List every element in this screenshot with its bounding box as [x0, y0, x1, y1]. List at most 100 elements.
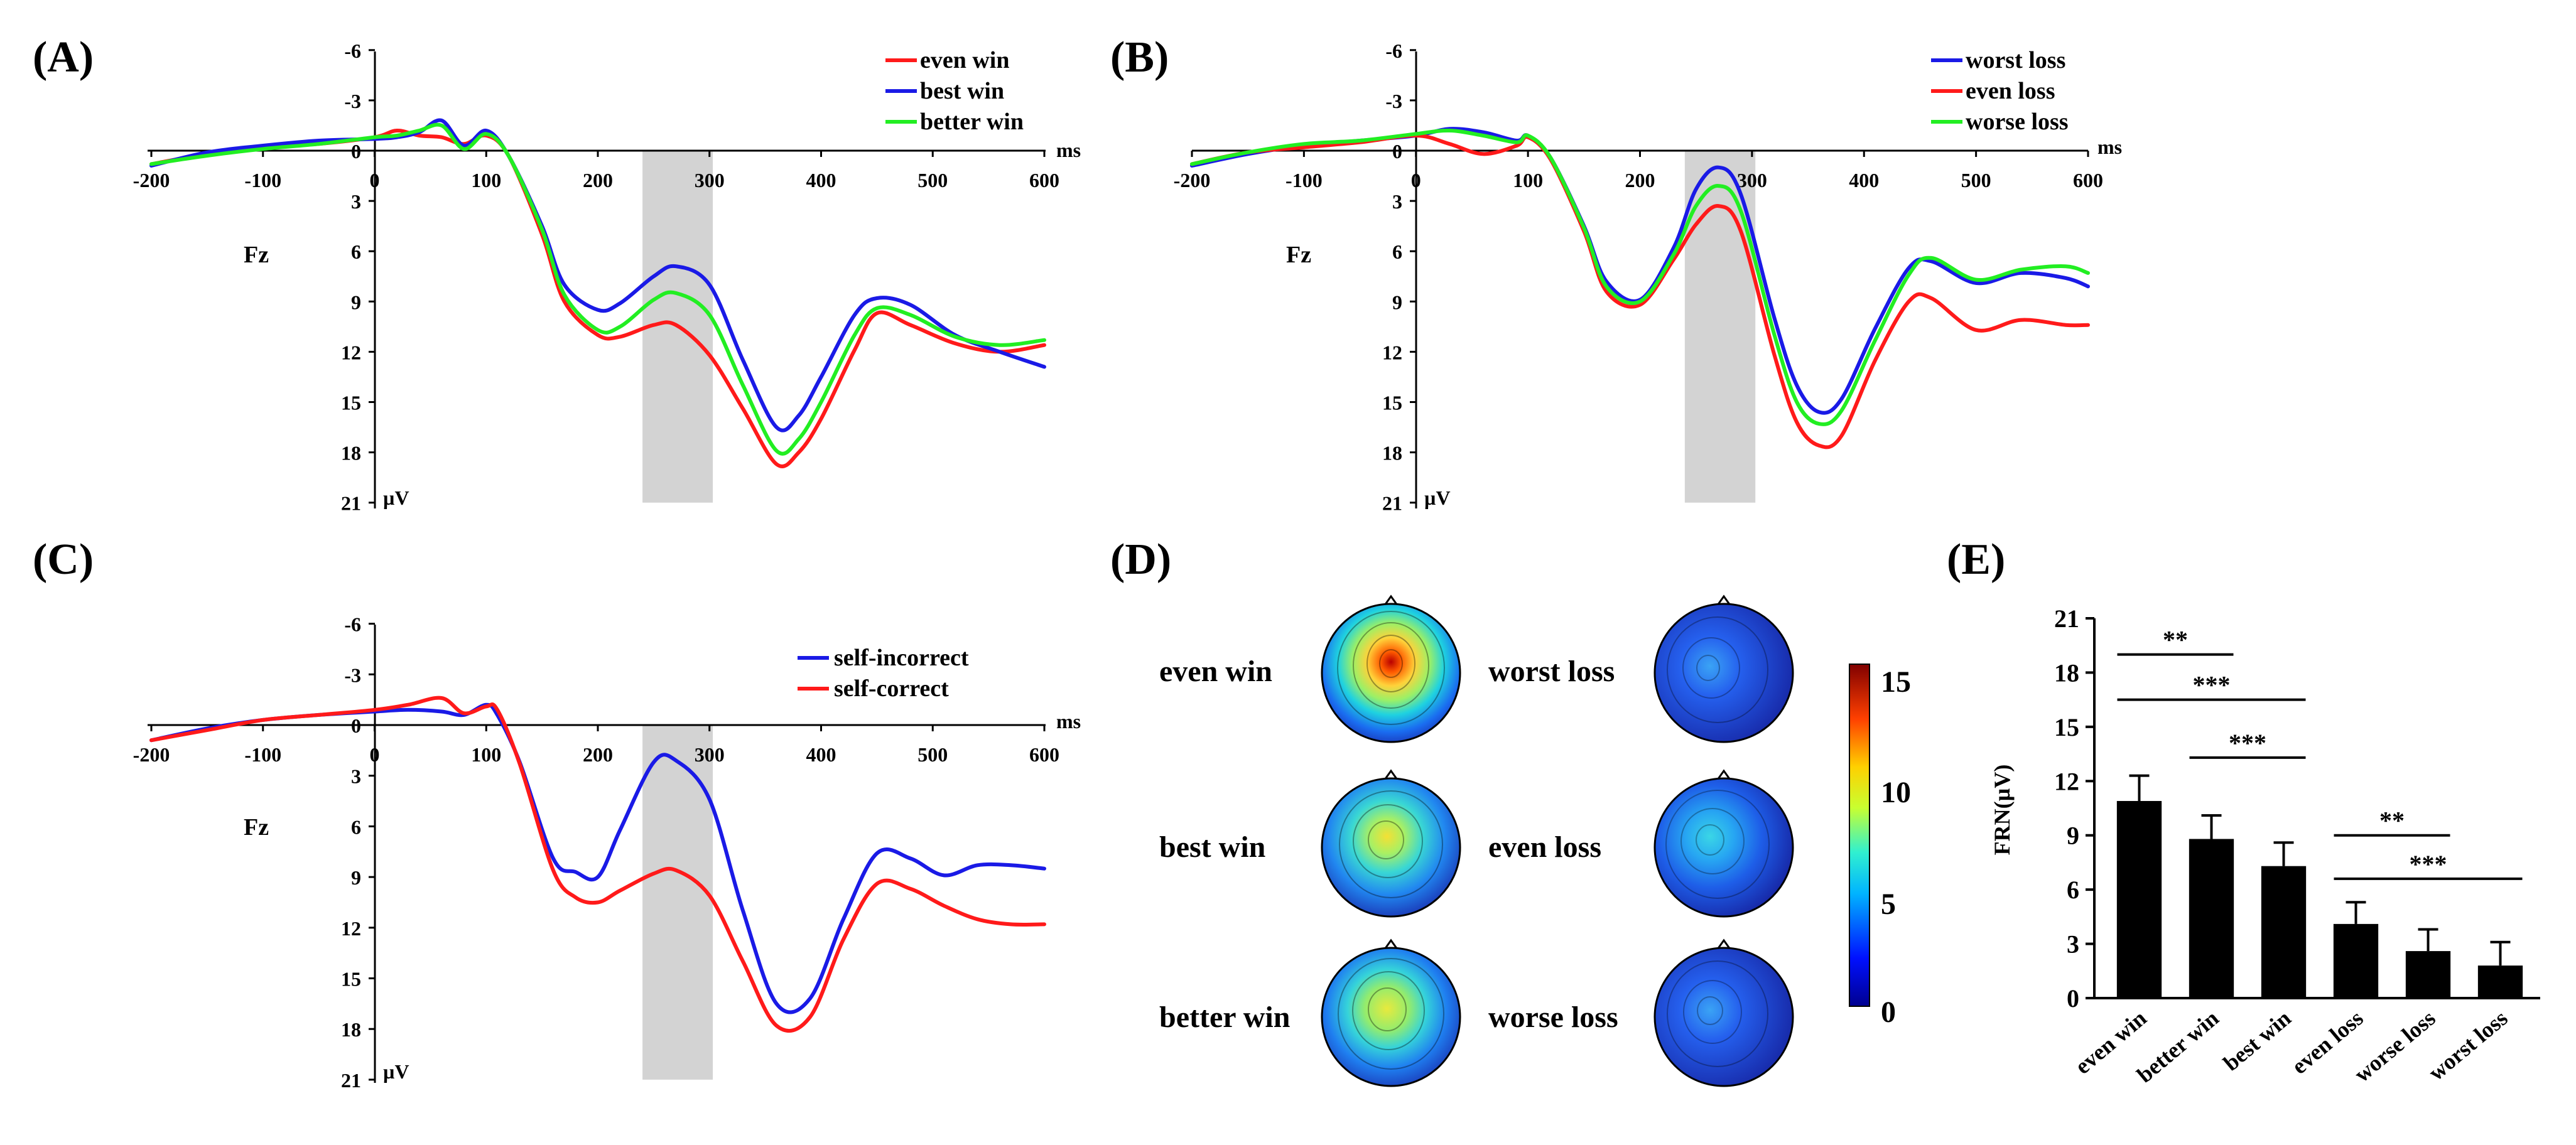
panel-a-x-tick-label: 600	[1029, 169, 1059, 191]
panel-c-y-unit: µV	[383, 1060, 409, 1083]
panel-a-x-tick-label: 100	[471, 169, 501, 191]
panel-a-channel: Fz	[244, 242, 269, 268]
significance-label: ***	[2193, 671, 2231, 699]
series-line-better-win	[149, 122, 1046, 456]
panel-b-y-unit: µV	[1424, 486, 1451, 509]
panel-b-y-tick-label: 12	[1382, 341, 1402, 363]
topomap-even-win	[1321, 594, 1461, 743]
panel-a-y-tick-label: 18	[341, 442, 361, 465]
topo-label-even-loss: even loss	[1488, 831, 1601, 864]
panel-c-x-unit: ms	[1056, 710, 1081, 733]
panel-c-y-tick-label: 9	[351, 866, 361, 889]
panel-a-y-tick-label: 15	[341, 392, 361, 414]
panel-a-x-tick-label: 400	[806, 169, 836, 191]
panel-c-y-tick-label: -3	[344, 664, 361, 686]
panel-a-x-tick-label: 500	[917, 169, 948, 191]
panel-a-y-tick-label: 21	[341, 492, 361, 515]
panel-e-y-tick-label: 3	[2067, 930, 2079, 959]
topo-label-worst-loss: worst loss	[1488, 655, 1615, 688]
legend-label-better-win: better win	[920, 109, 1024, 135]
panel-a-y-tick-label: 6	[351, 240, 361, 263]
topo-label-worse-loss: worse loss	[1488, 1001, 1618, 1034]
topo-label-better-win: better win	[1159, 1001, 1290, 1034]
panel-b-y-tick-label: -6	[1385, 40, 1402, 62]
x-tick-label-best-win: best win	[2219, 1005, 2296, 1075]
panel-c-x-tick-label: 0	[370, 743, 380, 766]
panel-b-legend: worst loss even loss worse loss	[1931, 47, 2069, 135]
panel-c-y-tick-label: 0	[351, 714, 361, 737]
panel-c-y-tick-label: 12	[341, 917, 361, 940]
colorbar	[1849, 664, 1870, 1007]
series-line-even-loss	[1190, 133, 2090, 449]
panel-c-y-tick-label: -6	[344, 613, 361, 636]
panel-a-x-tick-label: 300	[695, 169, 725, 191]
colorbar-tick-5: 5	[1881, 888, 1896, 921]
panel-c-channel: Fz	[244, 814, 269, 841]
panel-c-shaded-window	[642, 725, 713, 1080]
bar-worse-loss	[2405, 951, 2451, 998]
panel-c-y-tick-label: 15	[341, 968, 361, 991]
panel-c-x-tick-label: 400	[806, 743, 836, 766]
panel-c-y-tick-label: 18	[341, 1018, 361, 1041]
topo-label-best-win: best win	[1159, 831, 1265, 864]
panel-c-y-tick-label: 6	[351, 815, 361, 838]
legend-label-best-win: best win	[920, 78, 1004, 104]
panel-c-y-tick-label: 3	[351, 765, 361, 788]
panel-b-y-tick-label: 3	[1392, 190, 1402, 213]
panel-e-y-tick-label: 12	[2054, 767, 2079, 795]
panel-b-x-tick-label: 300	[1737, 169, 1767, 191]
panel-a-y-tick-label: 3	[351, 190, 361, 213]
legend-label-worst-loss: worst loss	[1966, 47, 2065, 73]
panel-a-y-tick-label: 0	[351, 140, 361, 163]
panel-b-y-tick-label: 18	[1382, 442, 1402, 465]
bar-worst-loss	[2477, 965, 2523, 998]
panel-b-y-tick-label: 15	[1382, 392, 1402, 414]
panel-b-x-tick-label: 200	[1625, 169, 1655, 191]
topo-label-even-win: even win	[1159, 655, 1272, 688]
legend-label-even-loss: even loss	[1966, 78, 2055, 104]
panel-a-x-tick-label: -100	[244, 169, 281, 191]
legend-label-worse-loss: worse loss	[1966, 109, 2069, 135]
bar-better-win	[2189, 839, 2234, 998]
topomap-best-win	[1321, 769, 1461, 918]
significance-label: **	[2163, 626, 2188, 654]
panel-b-x-tick-label: 500	[1961, 169, 1991, 191]
panel-b-y-tick-label: 0	[1392, 140, 1402, 163]
panel-b-y-tick-label: 21	[1382, 492, 1402, 515]
panel-b-x-tick-label: 400	[1849, 169, 1879, 191]
panel-c: (C) -200 -100 0 100 200 300 400 500 600-6-303691…	[33, 535, 1081, 1092]
panel-a-x-tick-label: 200	[583, 169, 613, 191]
panel-e-label: (E)	[1947, 535, 2005, 584]
panel-e-y-tick-label: 18	[2054, 659, 2079, 687]
panel-b-x-tick-label: 600	[2073, 169, 2103, 191]
panel-a: (A) -200 -100 0 100 200 300 400 500 600-6-303691…	[33, 33, 1081, 515]
panel-e-y-tick-label: 6	[2067, 876, 2079, 904]
panel-c-x-tick-label: 600	[1029, 743, 1059, 766]
panel-a-x-unit: ms	[1056, 139, 1081, 161]
panel-a-x-tick-label: 0	[370, 169, 380, 191]
series-line-self-incorrect	[149, 702, 1046, 1014]
panel-b-y-tick-label: 9	[1392, 291, 1402, 313]
panel-d: (D) even win best win better win worst l…	[1110, 535, 1911, 1087]
significance-label: ***	[2410, 850, 2447, 878]
bar-even-loss	[2333, 923, 2379, 998]
colorbar-tick-15: 15	[1881, 665, 1911, 699]
panel-c-x-tick-label: 300	[695, 743, 725, 766]
panel-a-label: (A)	[33, 33, 94, 82]
panel-c-x-tick-label: 100	[471, 743, 501, 766]
panel-b-x-tick-label: 100	[1513, 169, 1543, 191]
topomap-worst-loss	[1653, 594, 1794, 743]
panel-e-y-label: FRN(µV)	[1989, 765, 2015, 856]
panel-a-y-tick-label: 12	[341, 341, 361, 363]
bar-best-win	[2261, 866, 2307, 998]
significance-label: ***	[2229, 729, 2266, 757]
panel-c-y-tick-label: 21	[341, 1069, 361, 1092]
legend-label-even-win: even win	[920, 47, 1010, 73]
panel-e-y-tick-label: 0	[2067, 984, 2079, 1013]
panel-a-y-unit: µV	[383, 486, 409, 509]
legend-label-self-incorrect: self-incorrect	[834, 645, 969, 671]
panel-c-label: (C)	[33, 535, 94, 584]
panel-a-y-tick-label: -6	[344, 40, 361, 62]
x-tick-label-worst-loss: worst loss	[2423, 1005, 2512, 1085]
series-line-worse-loss	[1190, 128, 2090, 426]
